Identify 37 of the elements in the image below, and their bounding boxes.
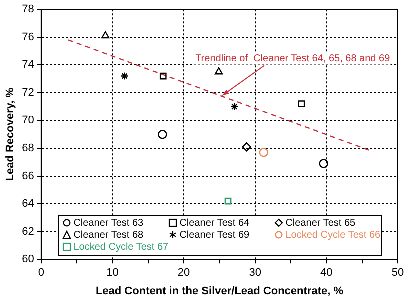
point xyxy=(298,100,306,108)
x-tick-label: 30 xyxy=(249,267,262,280)
point xyxy=(214,68,224,75)
y-tick-label: 76 xyxy=(22,31,34,44)
x-tick-label: 40 xyxy=(320,267,333,280)
point xyxy=(224,198,232,205)
y-tick-label: 78 xyxy=(22,4,34,16)
y-tick-label: 74 xyxy=(22,59,34,72)
point xyxy=(319,159,328,168)
annotation: Trendline of Cleaner Test 64, 65, 68 and 69 xyxy=(196,54,391,65)
x-tick-label: 50 xyxy=(392,267,404,280)
y-tick-label: 66 xyxy=(22,170,34,182)
y-tick-label: 72 xyxy=(22,86,34,99)
x-tick-label: 10 xyxy=(106,267,119,280)
legend-label: Cleaner Test 69 xyxy=(180,230,250,241)
legend-label: Locked Cycle Test 67 xyxy=(74,242,169,253)
y-tick-label: 68 xyxy=(22,142,34,155)
point xyxy=(102,31,110,39)
y-tick-label: 60 xyxy=(22,254,34,266)
y-tick-label: 64 xyxy=(22,198,34,210)
point xyxy=(259,148,269,158)
legend-label: Cleaner Test 65 xyxy=(286,218,356,229)
point xyxy=(120,72,129,80)
x-tick-label: 0 xyxy=(38,267,44,280)
legend-label: Cleaner Test 68 xyxy=(74,230,144,241)
legend-label: Locked Cycle Test 66 xyxy=(286,230,381,241)
legend-label: Cleaner Test 64 xyxy=(180,218,250,229)
point xyxy=(242,142,252,152)
y-tick-label: 62 xyxy=(22,226,34,238)
legend-label: Cleaner Test 63 xyxy=(74,218,144,229)
x-tick-label: 20 xyxy=(178,267,190,280)
point xyxy=(158,130,168,140)
y-axis-title: Lead Recovery, % xyxy=(4,88,17,182)
point xyxy=(230,102,239,111)
y-tick-label: 70 xyxy=(22,114,34,127)
x-axis-title: Lead Content in the Silver/Lead Concentrate, % xyxy=(96,285,344,298)
point xyxy=(160,72,167,80)
